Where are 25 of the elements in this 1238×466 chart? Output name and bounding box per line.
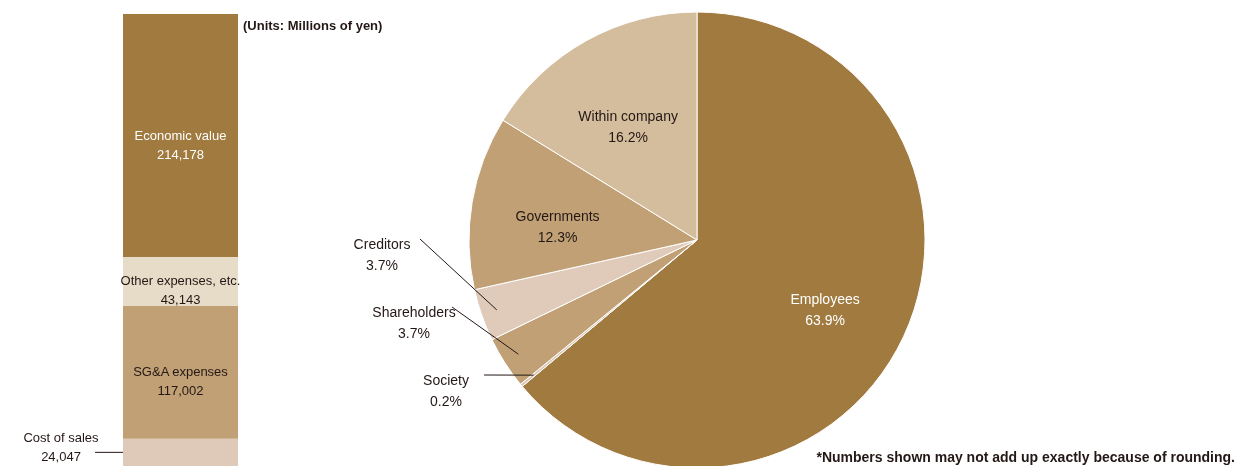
slice-label: Society — [423, 372, 469, 388]
slice-label: Employees — [790, 290, 860, 307]
slice-label: Within company — [578, 107, 678, 124]
slice-label: Governments — [515, 207, 600, 224]
slice-label: Creditors — [353, 236, 411, 252]
data-label: 12.3% — [537, 228, 578, 245]
data-label: 63.9% — [805, 311, 845, 328]
data-label: 3.7% — [366, 257, 398, 273]
series-label: Economic value — [134, 127, 227, 143]
text: (Units: Millions of yen) — [243, 18, 383, 33]
series-label: SG&A expenses — [133, 364, 229, 380]
data-label: 43,143 — [160, 292, 201, 308]
data-label: 0.2% — [430, 393, 462, 409]
series-label: Other expenses, etc. — [120, 273, 241, 289]
series-label: Cost of sales — [23, 430, 100, 446]
data-label: 24,047 — [41, 449, 81, 465]
slice-label: Shareholders — [372, 304, 456, 320]
text: *Numbers shown may not add up exactly because of rounding. — [816, 449, 1235, 465]
data-label: 214,178 — [157, 146, 204, 162]
bar — [123, 14, 238, 258]
bar — [123, 438, 238, 466]
data-label: 16.2% — [608, 128, 648, 145]
data-label: 3.7% — [398, 325, 430, 341]
bar — [123, 305, 238, 439]
data-label: 117,002 — [157, 383, 204, 399]
